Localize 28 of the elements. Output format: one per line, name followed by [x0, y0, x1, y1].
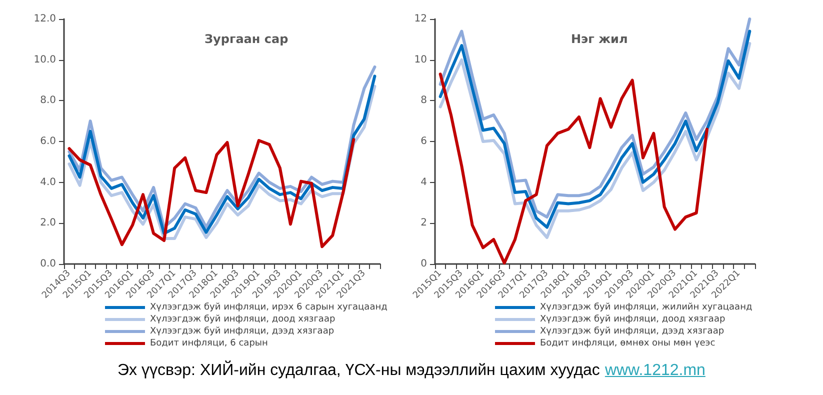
y-tick-label: 6 [420, 136, 427, 147]
legend-label: Хүлээгдэж буй инфляци, ирэх 6 сарын хугацаанд [150, 302, 388, 312]
legend-label: Хүлээгдэж буй инфляци, доод хязгаар [150, 314, 336, 324]
y-tick-label: 10 [414, 54, 427, 66]
y-tick-label: 4.0 [40, 176, 56, 188]
text: www.1212.mn [604, 362, 706, 379]
legend-label: Бодит инфляци, өмнөх оны мөн үеэс [540, 338, 716, 348]
y-tick-label: 2.0 [40, 218, 56, 229]
text: Нэг жил [571, 32, 628, 46]
y-tick-label: 0.0 [40, 258, 56, 270]
legend-label: Хүлээгдэж буй инфляци, жилийн хугацаанд [540, 302, 752, 312]
legend-label: Хүлээгдэж буй инфляци, дээд хязгаар [150, 326, 334, 336]
legend-label: Хүлээгдэж буй инфляци, дээд хязгаар [540, 326, 724, 336]
y-tick-label: 6.0 [40, 136, 56, 147]
y-tick-label: 0 [420, 258, 427, 270]
text: Эх үүсвэр: ХИЙ-ийн судалгаа, ҮСХ-ны мэдээллийн цахим хуудас [118, 362, 600, 379]
y-tick-label: 12 [414, 14, 427, 24]
y-tick-label: 10.0 [34, 54, 56, 66]
y-tick-label: 4 [420, 176, 427, 188]
text: Зургаан сар [204, 32, 289, 46]
y-tick-label: 2 [420, 218, 427, 229]
line-series [438, 72, 708, 264]
legend-label: Хүлээгдэж буй инфляци, доод хязгаар [540, 314, 726, 324]
y-tick-label: 8 [420, 95, 427, 106]
y-tick-label: 12.0 [34, 14, 56, 24]
line-series [68, 138, 356, 248]
y-tick-label: 8.0 [40, 95, 56, 106]
legend-label: Бодит инфляци, 6 сарын [150, 338, 268, 348]
